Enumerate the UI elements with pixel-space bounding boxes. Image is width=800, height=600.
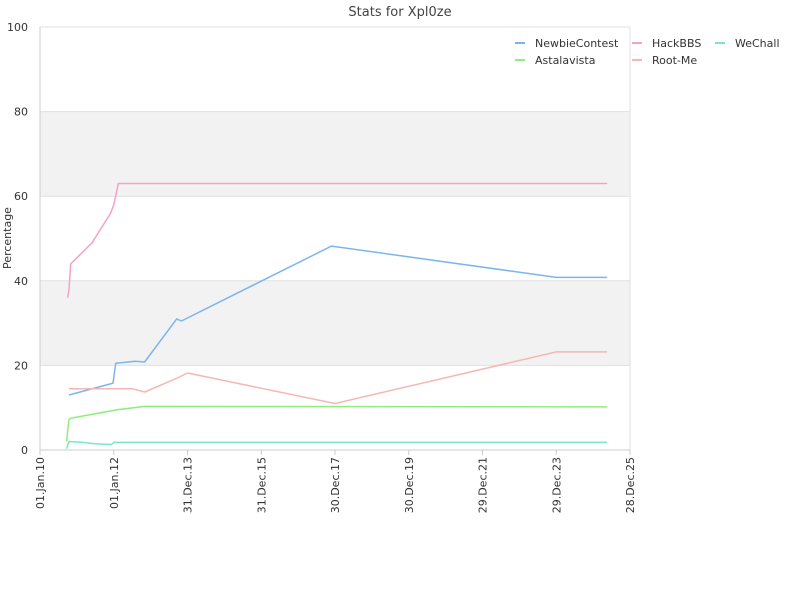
series-layer (65, 182, 608, 449)
legend-item-label: WeChall (735, 37, 780, 50)
y-tick-label: 100 (7, 21, 28, 34)
legend-item-label: Root-Me (652, 54, 697, 67)
legend-item-label: HackBBS (652, 37, 701, 50)
x-tick-label: 30.Dec.17 (329, 457, 342, 513)
grid-lines (40, 26, 631, 450)
legend-item-label: Astalavista (535, 54, 595, 67)
series-line (65, 405, 608, 442)
series-line (68, 245, 608, 396)
y-axis-ticks: 0 20 40 60 80 100 (7, 21, 28, 457)
y-tick-label: 20 (14, 359, 28, 372)
series-line (69, 351, 608, 405)
x-tick-label: 31.Dec.13 (182, 457, 195, 513)
y-tick-label: 60 (14, 190, 28, 203)
x-axis-ticks: 01.Jan.10 01.Jan.12 31.Dec.13 31.Dec.15 30.D… (34, 450, 637, 513)
series-line (65, 440, 608, 449)
series-line (66, 182, 608, 298)
y-axis-label: Percentage (1, 207, 14, 269)
grid-band (40, 111, 630, 197)
grid-band (40, 280, 630, 366)
x-tick-label: 29.Dec.23 (550, 457, 563, 513)
legend[interactable]: NewbieContest HackBBS WeChall Astalavista Ro… (515, 37, 780, 67)
x-tick-label: 29.Dec.21 (477, 457, 490, 513)
legend-item-label: NewbieContest (535, 37, 619, 50)
y-tick-label: 80 (14, 106, 28, 119)
y-tick-label: 40 (14, 275, 28, 288)
x-tick-label: 01.Jan.12 (108, 457, 121, 509)
y-tick-label: 0 (21, 444, 28, 457)
x-tick-label: 31.Dec.15 (255, 457, 268, 513)
grid-bands (40, 111, 630, 366)
chart-title: Stats for Xpl0ze (348, 5, 451, 20)
x-tick-label: 30.Dec.19 (403, 457, 416, 513)
x-tick-label: 01.Jan.10 (34, 457, 47, 509)
x-tick-label: 28.Dec.25 (624, 457, 637, 513)
